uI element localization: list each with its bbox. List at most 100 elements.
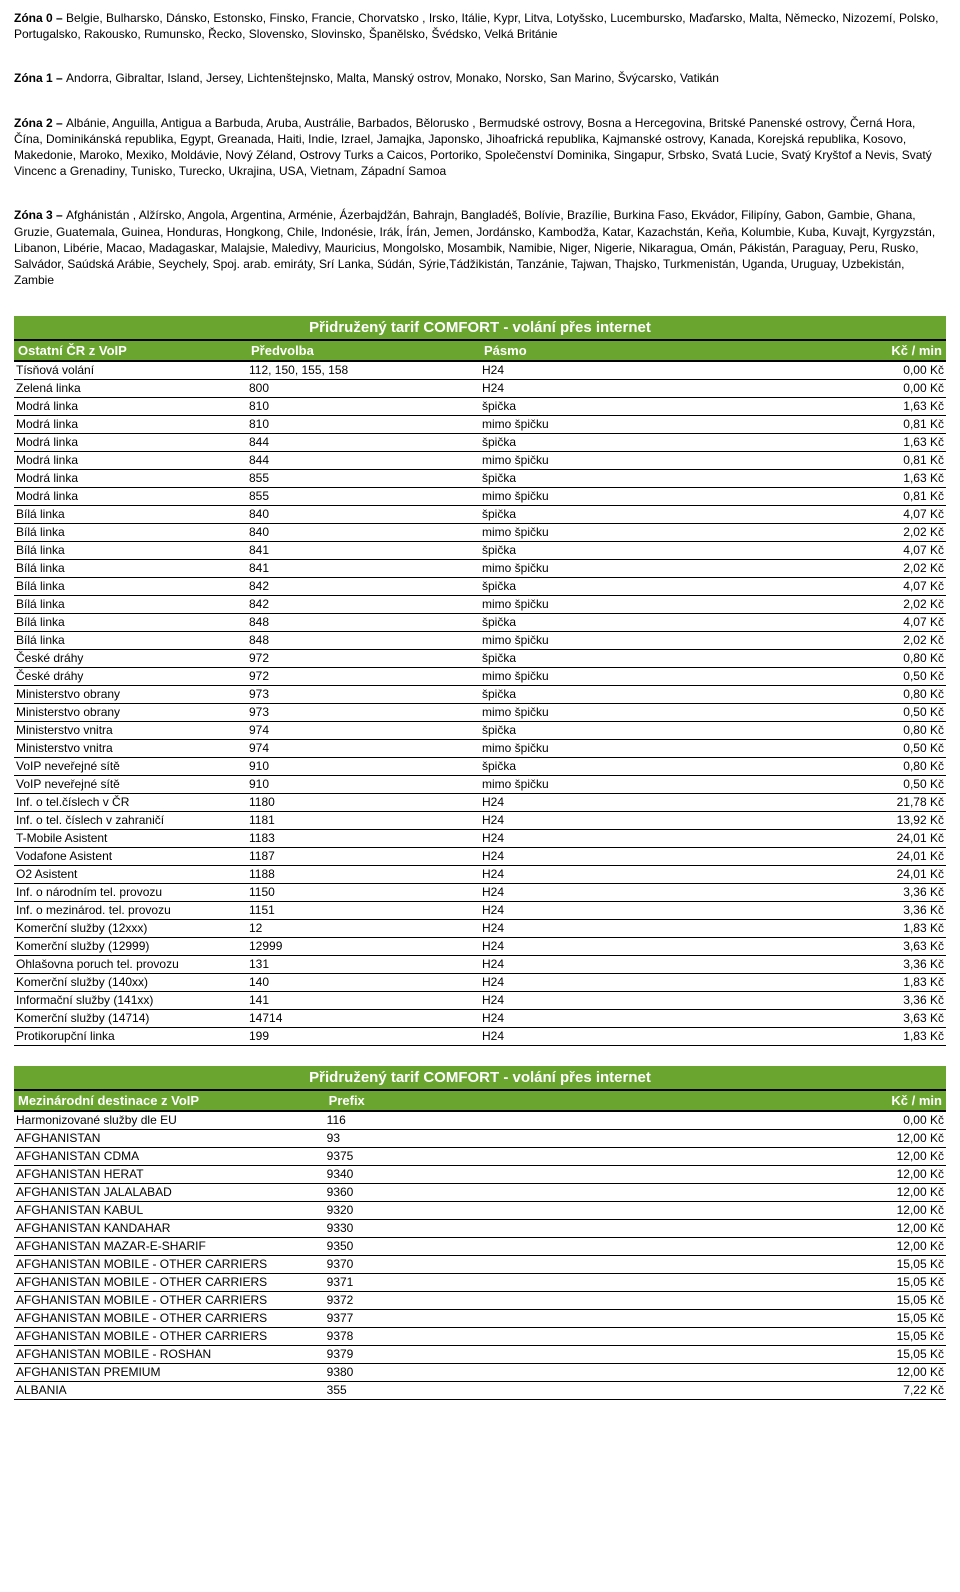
cell: 12,00 Kč xyxy=(635,1202,946,1220)
cell: T-Mobile Asistent xyxy=(14,830,247,848)
table-row: AFGHANISTAN MOBILE - OTHER CARRIERS93701… xyxy=(14,1256,946,1274)
cell: špička xyxy=(480,434,713,452)
cell: Harmonizované služby dle EU xyxy=(14,1111,325,1130)
cell: 855 xyxy=(247,488,480,506)
cell: 13,92 Kč xyxy=(713,812,946,830)
table-row: Inf. o národním tel. provozu1150H243,36 … xyxy=(14,884,946,902)
cell: AFGHANISTAN xyxy=(14,1130,325,1148)
cell: H24 xyxy=(480,956,713,974)
cell: 0,80 Kč xyxy=(713,686,946,704)
cell: 3,36 Kč xyxy=(713,956,946,974)
zone-text-3: Afghánistán , Alžírsko, Angola, Argentin… xyxy=(14,208,935,287)
cell: H24 xyxy=(480,794,713,812)
cell: Ministerstvo vnitra xyxy=(14,722,247,740)
cell: Inf. o tel. číslech v zahraničí xyxy=(14,812,247,830)
cell: mimo špičku xyxy=(480,488,713,506)
cell: mimo špičku xyxy=(480,668,713,686)
table1-header-2: Pásmo xyxy=(480,340,713,361)
cell: špička xyxy=(480,578,713,596)
cell: 7,22 Kč xyxy=(635,1382,946,1400)
cell: 12,00 Kč xyxy=(635,1364,946,1382)
cell: 1,83 Kč xyxy=(713,974,946,992)
cell: H24 xyxy=(480,938,713,956)
cell: 116 xyxy=(325,1111,636,1130)
cell: 355 xyxy=(325,1382,636,1400)
cell: AFGHANISTAN MOBILE - ROSHAN xyxy=(14,1346,325,1364)
cell: 844 xyxy=(247,434,480,452)
cell: H24 xyxy=(480,974,713,992)
cell: 973 xyxy=(247,704,480,722)
table2-header-1: Prefix xyxy=(325,1090,636,1111)
table-row: Ministerstvo obrany973špička0,80 Kč xyxy=(14,686,946,704)
table1-title-row: Přidružený tarif COMFORT - volání přes i… xyxy=(14,316,946,340)
table-row: Inf. o tel.číslech v ČR1180H2421,78 Kč xyxy=(14,794,946,812)
cell: Bílá linka xyxy=(14,614,247,632)
cell: Komerční služby (140xx) xyxy=(14,974,247,992)
zone-label-3: Zóna 3 – xyxy=(14,208,66,222)
cell: 12 xyxy=(247,920,480,938)
cell: Modrá linka xyxy=(14,488,247,506)
cell: 972 xyxy=(247,668,480,686)
cell: špička xyxy=(480,506,713,524)
table-row: AFGHANISTAN9312,00 Kč xyxy=(14,1130,946,1148)
table-row: VoIP neveřejné sítě910mimo špičku0,50 Kč xyxy=(14,776,946,794)
cell: 0,50 Kč xyxy=(713,704,946,722)
cell: 910 xyxy=(247,776,480,794)
cell: 24,01 Kč xyxy=(713,866,946,884)
cell: 9360 xyxy=(325,1184,636,1202)
cell: AFGHANISTAN MOBILE - OTHER CARRIERS xyxy=(14,1328,325,1346)
cell: 0,81 Kč xyxy=(713,416,946,434)
cell: 1,83 Kč xyxy=(713,920,946,938)
cell: 973 xyxy=(247,686,480,704)
cell: mimo špičku xyxy=(480,704,713,722)
cell: 848 xyxy=(247,614,480,632)
table-row: Bílá linka848mimo špičku2,02 Kč xyxy=(14,632,946,650)
table-row: AFGHANISTAN PREMIUM938012,00 Kč xyxy=(14,1364,946,1382)
cell: AFGHANISTAN MOBILE - OTHER CARRIERS xyxy=(14,1292,325,1310)
cell: Bílá linka xyxy=(14,560,247,578)
cell: Bílá linka xyxy=(14,596,247,614)
table-row: AFGHANISTAN HERAT934012,00 Kč xyxy=(14,1166,946,1184)
cell: AFGHANISTAN KANDAHAR xyxy=(14,1220,325,1238)
table-row: České dráhy972mimo špičku0,50 Kč xyxy=(14,668,946,686)
table-row: Modrá linka844špička1,63 Kč xyxy=(14,434,946,452)
cell: 3,63 Kč xyxy=(713,1010,946,1028)
cell: Informační služby (141xx) xyxy=(14,992,247,1010)
cell: 9330 xyxy=(325,1220,636,1238)
cell: 9340 xyxy=(325,1166,636,1184)
cell: 1188 xyxy=(247,866,480,884)
cell: AFGHANISTAN JALALABAD xyxy=(14,1184,325,1202)
table-row: Bílá linka841mimo špičku2,02 Kč xyxy=(14,560,946,578)
cell: 131 xyxy=(247,956,480,974)
cell: ALBANIA xyxy=(14,1382,325,1400)
cell: špička xyxy=(480,650,713,668)
cell: 844 xyxy=(247,452,480,470)
cell: 15,05 Kč xyxy=(635,1328,946,1346)
cell: 910 xyxy=(247,758,480,776)
table-row: Ministerstvo vnitra974mimo špičku0,50 Kč xyxy=(14,740,946,758)
table2-title-row: Přidružený tarif COMFORT - volání přes i… xyxy=(14,1066,946,1090)
cell: špička xyxy=(480,542,713,560)
cell: 9380 xyxy=(325,1364,636,1382)
cell: 9320 xyxy=(325,1202,636,1220)
cell: Ministerstvo obrany xyxy=(14,704,247,722)
cell: Modrá linka xyxy=(14,398,247,416)
cell: špička xyxy=(480,758,713,776)
cell: 0,00 Kč xyxy=(713,380,946,398)
cell: 3,63 Kč xyxy=(713,938,946,956)
zone-block-2: Zóna 2 – Albánie, Anguilla, Antigua a Ba… xyxy=(14,115,946,180)
cell: Inf. o tel.číslech v ČR xyxy=(14,794,247,812)
cell: 15,05 Kč xyxy=(635,1292,946,1310)
cell: H24 xyxy=(480,992,713,1010)
cell: H24 xyxy=(480,920,713,938)
zone-label-1: Zóna 1 – xyxy=(14,71,66,85)
table-row: Modrá linka855mimo špičku0,81 Kč xyxy=(14,488,946,506)
cell: 0,50 Kč xyxy=(713,740,946,758)
cell: Komerční služby (14714) xyxy=(14,1010,247,1028)
table-row: Komerční služby (14714)14714H243,63 Kč xyxy=(14,1010,946,1028)
cell: H24 xyxy=(480,902,713,920)
cell: 93 xyxy=(325,1130,636,1148)
table-row: Inf. o mezinárod. tel. provozu1151H243,3… xyxy=(14,902,946,920)
cell: 2,02 Kč xyxy=(713,596,946,614)
cell: Bílá linka xyxy=(14,524,247,542)
